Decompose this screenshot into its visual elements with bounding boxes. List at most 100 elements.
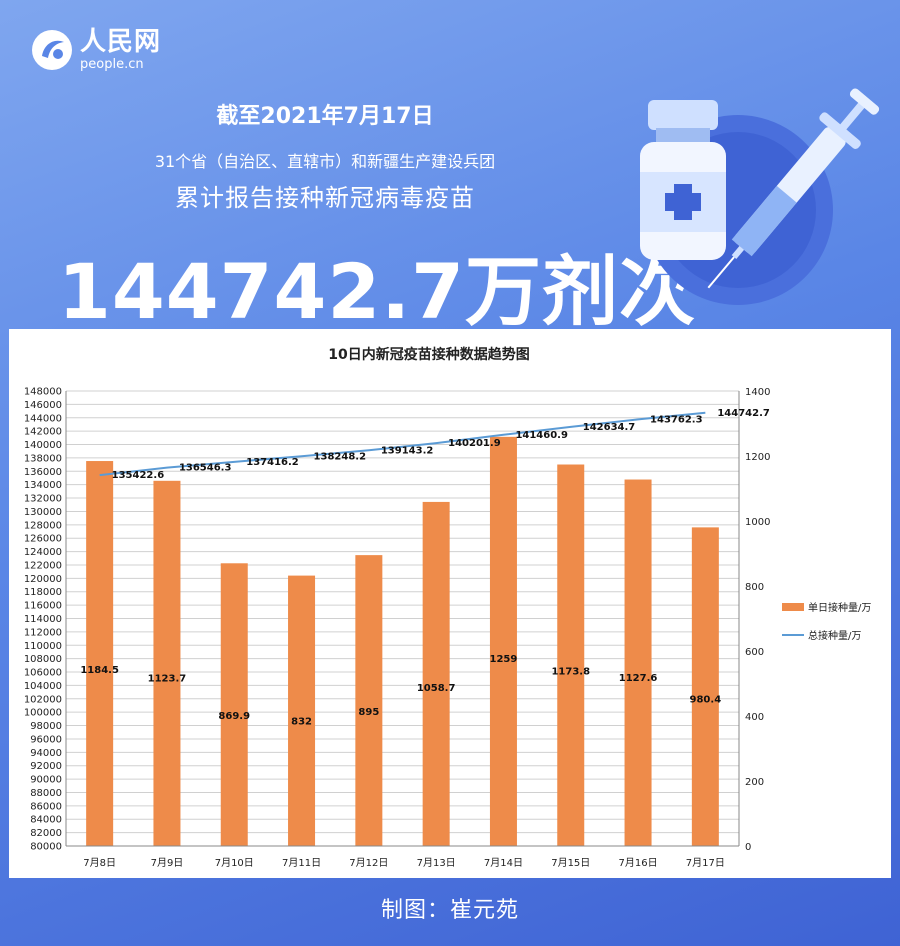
total-doses-headline: 144742.7万剂次 <box>58 247 697 336</box>
y-left-tick-label: 116000 <box>24 601 62 612</box>
credit-line: 制图：崔元苑 <box>380 898 519 923</box>
bar-value-label: 869.9 <box>218 711 250 722</box>
line-value-label: 135422.6 <box>112 470 165 481</box>
y-left-tick-label: 92000 <box>30 761 62 772</box>
x-tick-label: 7月12日 <box>349 857 388 869</box>
y-right-tick-label: 200 <box>745 777 764 788</box>
date-line: 截至2021年7月17日 <box>216 104 434 129</box>
y-left-tick-label: 128000 <box>24 520 62 531</box>
logo-domain: people.cn <box>80 57 144 72</box>
y-left-tick-label: 88000 <box>30 788 62 799</box>
y-left-tick-label: 118000 <box>24 587 62 598</box>
y-left-tick-label: 124000 <box>24 547 62 558</box>
y-left-tick-label: 110000 <box>24 641 62 652</box>
y-right-tick-label: 800 <box>745 582 764 593</box>
x-tick-label: 7月13日 <box>417 857 456 869</box>
line-value-label: 136546.3 <box>179 463 232 474</box>
y-left-tick-label: 80000 <box>30 842 62 853</box>
y-left-tick-label: 102000 <box>24 694 62 705</box>
y-left-tick-label: 112000 <box>24 627 62 638</box>
y-left-tick-label: 120000 <box>24 574 62 585</box>
y-right-tick-label: 600 <box>745 647 764 658</box>
y-left-tick-label: 114000 <box>24 614 62 625</box>
y-left-tick-label: 84000 <box>30 815 62 826</box>
y-right-tick-label: 1400 <box>745 387 770 398</box>
logo-name: 人民网 <box>80 27 162 57</box>
line-value-label: 138248.2 <box>314 451 367 462</box>
y-left-tick-label: 144000 <box>24 413 62 424</box>
logo: 人民网 people.cn <box>30 28 161 72</box>
line-value-label: 142634.7 <box>583 422 636 433</box>
x-tick-label: 7月9日 <box>151 857 184 869</box>
legend-bar-label: 单日接种量/万 <box>808 601 871 614</box>
bar <box>489 436 517 846</box>
line-value-label: 139143.2 <box>381 445 434 456</box>
x-tick-label: 7月14日 <box>484 857 523 869</box>
bar-value-label: 1123.7 <box>148 674 187 685</box>
x-tick-label: 7月10日 <box>215 857 254 869</box>
y-left-tick-label: 98000 <box>30 721 62 732</box>
y-right-tick-label: 1200 <box>745 452 770 463</box>
y-left-tick-label: 142000 <box>24 427 62 438</box>
y-left-tick-label: 132000 <box>24 494 62 505</box>
bar-value-label: 832 <box>291 716 312 727</box>
vaccine-vial-syringe-icon <box>640 88 880 305</box>
y-left-tick-label: 108000 <box>24 654 62 665</box>
x-tick-label: 7月11日 <box>282 857 321 869</box>
subtitle-description: 累计报告接种新冠病毒疫苗 <box>175 184 475 212</box>
bar-value-label: 1058.7 <box>417 683 456 694</box>
bar <box>691 527 719 846</box>
y-left-tick-label: 106000 <box>24 668 62 679</box>
x-tick-label: 7月8日 <box>83 857 116 869</box>
y-left-tick-label: 148000 <box>24 387 62 398</box>
line-value-label: 137416.2 <box>246 457 299 468</box>
bar-value-label: 1259 <box>490 654 518 665</box>
cumulative-line <box>99 411 706 477</box>
y-left-tick-label: 122000 <box>24 560 62 571</box>
line-value-label: 143762.3 <box>650 414 703 425</box>
chart-title: 10日内新冠疫苗接种数据趋势图 <box>328 346 529 363</box>
y-left-tick-label: 96000 <box>30 734 62 745</box>
y-left-tick-label: 146000 <box>24 400 62 411</box>
bar-value-label: 895 <box>358 707 379 718</box>
y-left-tick-label: 138000 <box>24 453 62 464</box>
x-tick-label: 7月16日 <box>619 857 658 869</box>
bar <box>288 575 316 846</box>
people-cn-logo-icon <box>32 30 72 70</box>
bar-value-label: 1127.6 <box>619 673 658 684</box>
bar <box>220 563 248 846</box>
bar <box>86 461 114 846</box>
y-right-tick-label: 1000 <box>745 517 770 528</box>
bar <box>624 479 652 846</box>
y-left-tick-label: 104000 <box>24 681 62 692</box>
y-left-tick-label: 100000 <box>24 708 62 719</box>
line-value-label: 140201.9 <box>448 438 501 449</box>
bar <box>422 501 450 846</box>
y-left-tick-label: 134000 <box>24 480 62 491</box>
trend-chart: 10日内新冠疫苗接种数据趋势图 80000 82000 84000 86000 8800… <box>24 346 872 869</box>
y-left-tick-label: 86000 <box>30 801 62 812</box>
x-tick-label: 7月15日 <box>551 857 590 869</box>
y-left-tick-label: 140000 <box>24 440 62 451</box>
y-left-tick-label: 94000 <box>30 748 62 759</box>
y-right-tick-label: 400 <box>745 712 764 723</box>
y-left-tick-label: 90000 <box>30 775 62 786</box>
subtitle-regions: 31个省（自治区、直辖市）和新疆生产建设兵团 <box>154 152 496 171</box>
bar <box>355 555 383 846</box>
bar <box>557 464 585 846</box>
legend-bar-swatch <box>782 603 804 611</box>
bar-value-label: 1173.8 <box>551 666 590 677</box>
y-left-tick-label: 130000 <box>24 507 62 518</box>
x-tick-label: 7月17日 <box>686 857 725 869</box>
y-left-tick-label: 126000 <box>24 534 62 545</box>
y-left-tick-label: 136000 <box>24 467 62 478</box>
y-right-tick-label: 0 <box>745 842 751 853</box>
legend-line-label: 总接种量/万 <box>808 629 861 642</box>
bar-value-label: 980.4 <box>690 695 722 706</box>
line-value-label: 144742.7 <box>717 408 770 419</box>
chart-panel: 10日内新冠疫苗接种数据趋势图 80000 82000 84000 86000 8800… <box>9 329 891 878</box>
bar <box>153 480 181 846</box>
y-left-tick-label: 82000 <box>30 828 62 839</box>
line-value-label: 141460.9 <box>515 430 568 441</box>
bar-value-label: 1184.5 <box>80 665 119 676</box>
